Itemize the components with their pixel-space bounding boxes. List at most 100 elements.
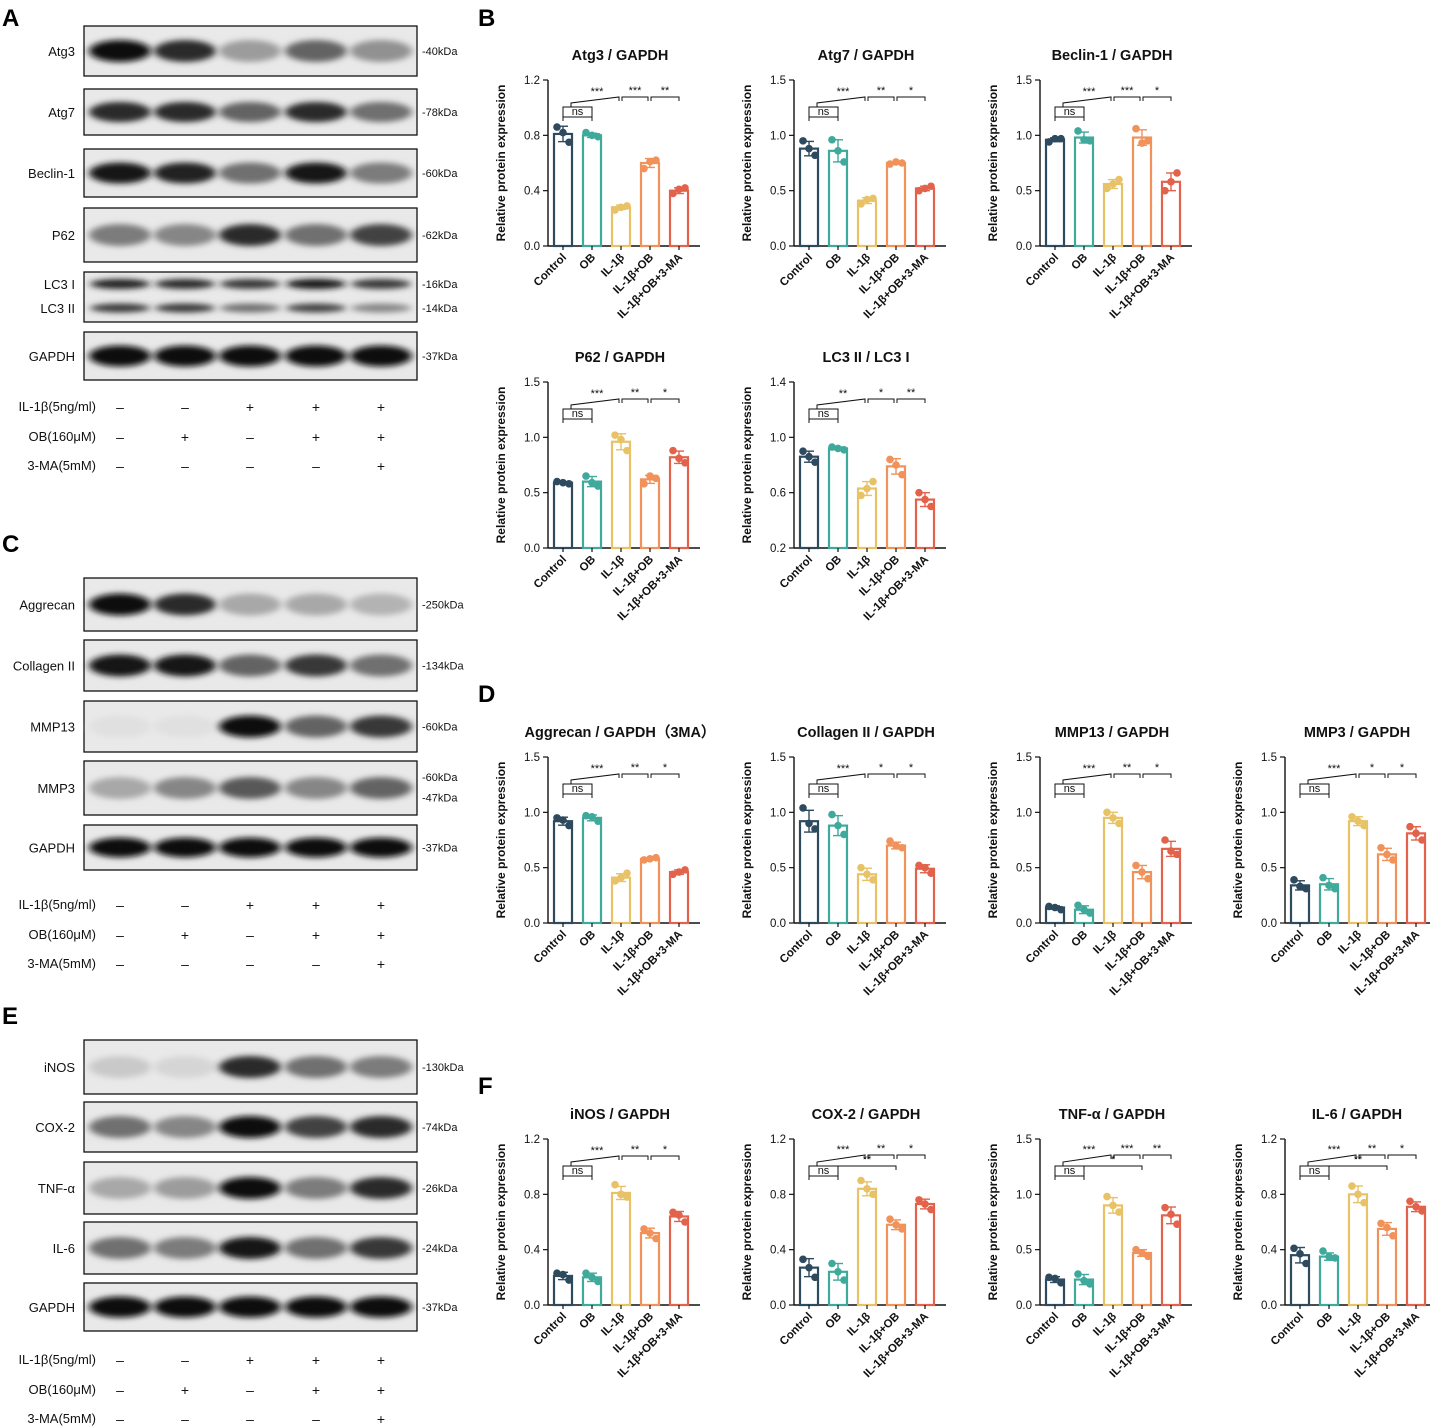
x-tick-label: OB (823, 929, 844, 950)
data-point (1173, 169, 1181, 177)
data-point (1302, 884, 1310, 893)
significance-bracket: ** (621, 1144, 649, 1160)
data-point (1103, 1192, 1111, 1201)
bracket-line (1387, 1154, 1417, 1159)
significance-label: * (909, 85, 914, 97)
y-tick-label: 0.0 (1016, 918, 1032, 930)
blot-kda-label: -16kDa (422, 279, 458, 291)
significance-bracket: * (1142, 85, 1172, 101)
data-point (565, 1276, 573, 1284)
data-point (681, 1218, 689, 1226)
bar (639, 478, 661, 550)
significance-label: *** (591, 1145, 605, 1157)
blot-kda-label: -250kDa (422, 600, 464, 612)
treatment-sign: + (377, 897, 385, 913)
bar-chart: IL-6 / GAPDH Relative protein expression 0… (1231, 1107, 1430, 1380)
blot-kda-label: -60kDa (422, 772, 458, 784)
data-point (805, 819, 813, 828)
significance-bracket: *** (562, 763, 620, 794)
data-point (886, 160, 894, 168)
bar (1376, 1227, 1398, 1307)
significance-bracket: * (896, 1143, 926, 1159)
treatment-sign: – (246, 956, 254, 972)
data-point (553, 123, 561, 131)
x-tick-label: OB (1314, 929, 1335, 950)
data-point (1173, 1220, 1181, 1229)
data-point (640, 480, 648, 488)
significance-bracket: ** (1328, 1154, 1388, 1170)
bar (1405, 832, 1427, 925)
significance-label: ** (1153, 1143, 1162, 1155)
treatment-row: OB(160μM) – + – + + (29, 927, 386, 943)
y-tick-label: 1.2 (524, 75, 540, 87)
blot-band (350, 1296, 412, 1318)
data-point (669, 189, 677, 198)
blot-band (285, 345, 347, 367)
data-point (1144, 137, 1152, 145)
data-point (1167, 847, 1175, 855)
data-point (1045, 902, 1053, 911)
bar (1131, 1251, 1153, 1307)
significance-bracket: ns (1299, 1165, 1330, 1180)
bracket-line (1142, 1154, 1172, 1159)
significance-label: * (663, 387, 668, 399)
significance-label: *** (1083, 763, 1097, 775)
significance-label: *** (629, 85, 643, 97)
data-point (1103, 184, 1111, 193)
data-point (559, 478, 567, 487)
bar (1044, 138, 1066, 248)
data-point (828, 810, 836, 819)
treatment-sign: + (246, 897, 254, 913)
bracket-line (1299, 1175, 1330, 1180)
data-point (886, 1215, 894, 1224)
x-tick-label: Control (532, 1311, 569, 1348)
data-point (1132, 124, 1140, 133)
blot-kda-label: -37kDa (422, 1302, 458, 1314)
significance-label: * (1155, 762, 1160, 774)
data-point (828, 1259, 836, 1268)
data-point (646, 1229, 654, 1237)
data-point (640, 856, 648, 864)
bracket-line (562, 1175, 593, 1180)
y-tick-label: 0.0 (524, 918, 540, 930)
y-tick-label: 0.8 (524, 1189, 540, 1201)
significance-label: ** (907, 387, 916, 399)
data-point (1290, 876, 1298, 884)
bracket-line (1387, 773, 1417, 778)
bracket-line (808, 116, 839, 121)
bracket-line (808, 418, 839, 423)
bracket-line (562, 1165, 593, 1176)
x-tick-label: OB (577, 554, 598, 575)
significance-bracket: *** (808, 1144, 866, 1176)
blot-row: Aggrecan -250kDa (19, 577, 464, 632)
bar (581, 134, 603, 248)
significance-label: ** (631, 387, 640, 399)
y-axis-label: Relative protein expression (740, 762, 754, 919)
data-point (863, 1185, 871, 1193)
blot-row: GAPDH -37kDa (29, 331, 458, 381)
data-point (559, 816, 567, 824)
treatment-sign: – (312, 1411, 320, 1426)
data-point (646, 855, 654, 863)
blot-band (219, 654, 281, 677)
bar (552, 132, 574, 248)
blot-row-label: iNOS (44, 1060, 75, 1075)
significance-label: ** (839, 388, 848, 400)
data-point (1360, 821, 1368, 830)
data-point (1080, 1276, 1088, 1285)
x-tick-label: Control (1269, 929, 1306, 966)
treatment-sign: + (181, 927, 189, 943)
blot-row: IL-6 -24kDa (53, 1221, 458, 1275)
significance-bracket: ns (808, 783, 839, 798)
data-point (1296, 1250, 1304, 1258)
bracket-line (1307, 1154, 1357, 1166)
treatment-sign: – (181, 897, 189, 913)
significance-bracket: * (1387, 1143, 1417, 1159)
data-point (840, 1276, 848, 1284)
significance-label: * (879, 387, 884, 399)
significance-label: *** (837, 1144, 851, 1156)
blot-band (90, 279, 150, 289)
significance-bracket: * (1387, 762, 1417, 778)
blot-band (154, 40, 216, 62)
significance-label: ns (1064, 1165, 1076, 1177)
